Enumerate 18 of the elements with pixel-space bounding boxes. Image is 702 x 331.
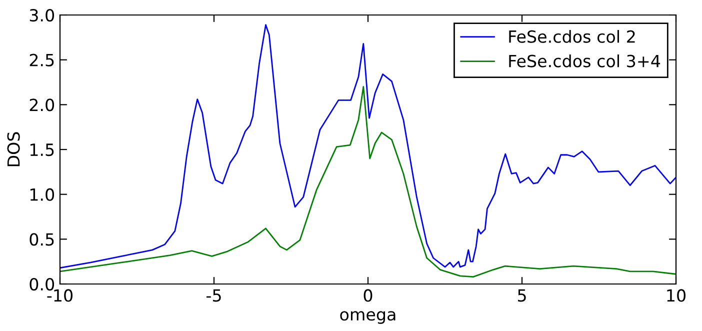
line-series	[60, 86, 676, 278]
y-tick-label: 2.5	[30, 54, 54, 66]
y-tick-label: 2.0	[30, 98, 54, 112]
line-series	[60, 24, 676, 269]
y-tick-label: 0.0	[30, 278, 54, 291]
y-tick-label: 0.5	[30, 233, 54, 246]
y-axis-title: DOS	[7, 132, 20, 166]
x-tick-label: 10	[667, 289, 686, 302]
x-axis-title: omega	[340, 311, 396, 324]
x-tick-label: -10	[47, 289, 73, 302]
y-tick-label: 1.0	[30, 188, 54, 201]
legend-label: FeSe.cdos col 2	[509, 30, 635, 43]
y-tick-label: 3.0	[30, 8, 54, 22]
y-tick-label: 1.5	[30, 144, 54, 156]
x-tick-label: -5	[206, 289, 221, 302]
x-tick-label: 0	[364, 289, 372, 302]
x-tick-label: 5	[518, 289, 526, 302]
legend-label: FeSe.cdos col 3+4	[509, 54, 660, 68]
